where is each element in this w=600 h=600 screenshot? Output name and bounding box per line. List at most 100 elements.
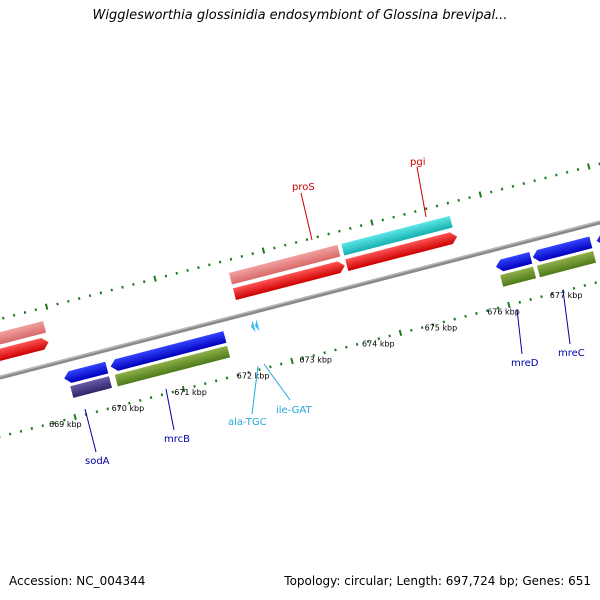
minor-tick xyxy=(446,201,450,205)
minor-tick xyxy=(138,398,142,402)
gene-feature-mrec-block[interactable] xyxy=(536,251,597,278)
trna-ile-gat[interactable] xyxy=(254,319,260,332)
minor-tick xyxy=(279,362,283,366)
gene-feature-pros[interactable] xyxy=(228,244,341,285)
minor-tick xyxy=(555,173,558,177)
major-tick xyxy=(44,303,49,310)
gene-feature-soda-block[interactable] xyxy=(70,376,113,398)
minor-tick xyxy=(334,348,337,352)
minor-tick xyxy=(316,235,320,239)
minor-tick xyxy=(327,232,330,236)
minor-tick xyxy=(110,288,113,292)
minor-tick xyxy=(355,342,359,346)
gene-feature-pgi[interactable] xyxy=(341,215,453,256)
minor-tick xyxy=(312,354,316,358)
minor-tick xyxy=(294,240,298,244)
tick-label: 673 kbp xyxy=(299,356,332,365)
trna-ala-tgc[interactable] xyxy=(250,320,256,333)
minor-tick xyxy=(34,308,38,312)
gene-label-pgi[interactable]: pgi xyxy=(410,157,425,168)
gene-feature-mrcb-block[interactable] xyxy=(114,345,231,387)
minor-tick xyxy=(576,168,580,171)
minor-tick xyxy=(8,432,12,436)
minor-tick xyxy=(251,252,254,256)
minor-tick xyxy=(117,404,120,408)
minor-tick xyxy=(2,316,5,320)
accession-text: Accession: NC_004344 xyxy=(9,574,146,588)
gene-feature-mrec[interactable] xyxy=(531,236,593,264)
minor-tick xyxy=(533,179,536,183)
minor-tick xyxy=(338,229,341,233)
minor-tick xyxy=(142,280,146,284)
minor-tick xyxy=(551,292,554,296)
minor-tick xyxy=(63,418,66,422)
gene-feature-mrcb[interactable] xyxy=(109,331,227,372)
minor-tick xyxy=(301,356,305,360)
minor-tick xyxy=(453,317,456,321)
tick-label: 669 kbp xyxy=(49,420,82,429)
minor-tick xyxy=(496,306,500,310)
minor-tick xyxy=(41,424,44,428)
minor-tick xyxy=(160,393,164,397)
minor-tick xyxy=(442,320,446,324)
major-tick xyxy=(261,247,266,254)
gene-feature-mred[interactable] xyxy=(494,252,533,273)
minor-tick xyxy=(518,300,522,304)
major-tick xyxy=(73,413,77,421)
gene-feature[interactable] xyxy=(0,336,50,370)
minor-tick xyxy=(323,351,326,355)
minor-tick xyxy=(204,382,207,386)
minor-tick xyxy=(12,313,16,317)
major-tick xyxy=(587,163,591,170)
minor-tick xyxy=(392,215,395,219)
gene-feature-pros-arrow[interactable] xyxy=(232,260,346,301)
minor-tick xyxy=(489,190,493,194)
major-tick xyxy=(290,357,294,365)
minor-tick xyxy=(121,285,124,289)
major-tick xyxy=(370,219,374,226)
minor-tick xyxy=(468,196,471,199)
gene-label-pros[interactable]: proS xyxy=(292,182,315,193)
minor-tick xyxy=(52,421,55,425)
minor-tick xyxy=(236,373,240,377)
tick-label: 670 kbp xyxy=(112,404,145,413)
minor-tick xyxy=(583,284,587,287)
minor-tick xyxy=(511,184,515,188)
minor-tick xyxy=(485,309,489,313)
gene-feature[interactable] xyxy=(595,210,600,246)
gene-label-ala-tgc[interactable]: ala-TGC xyxy=(228,417,267,428)
major-tick xyxy=(153,275,157,282)
minor-tick xyxy=(424,207,428,211)
gene-feature[interactable] xyxy=(0,320,47,355)
minor-tick xyxy=(388,334,391,338)
major-tick xyxy=(398,329,403,337)
major-tick xyxy=(181,385,186,393)
gene-feature-pgi-arrow[interactable] xyxy=(345,231,458,271)
minor-tick xyxy=(164,274,168,278)
minor-tick xyxy=(229,257,233,261)
minor-tick xyxy=(240,254,244,258)
gene-feature-soda[interactable] xyxy=(63,361,109,385)
gene-label-mrcb[interactable]: mrcB xyxy=(164,434,190,445)
gene-feature-mred-block[interactable] xyxy=(500,266,537,287)
gene-label-mred[interactable]: mreD xyxy=(511,358,539,369)
minor-tick xyxy=(305,238,309,242)
minor-tick xyxy=(0,435,1,439)
minor-tick xyxy=(19,429,23,433)
minor-tick xyxy=(23,311,27,314)
major-tick xyxy=(507,301,511,309)
gene-label-ile-gat[interactable]: ile-GAT xyxy=(276,405,312,416)
tick-label: 675 kbp xyxy=(425,323,458,332)
minor-tick xyxy=(414,210,417,214)
minor-tick xyxy=(186,268,189,272)
minor-tick xyxy=(435,204,439,208)
minor-tick xyxy=(197,266,200,270)
gene-label-soda[interactable]: sodA xyxy=(85,456,110,467)
minor-tick xyxy=(540,295,543,299)
minor-tick xyxy=(403,212,406,216)
minor-tick xyxy=(431,323,435,327)
minor-tick xyxy=(464,314,467,318)
minor-tick xyxy=(95,410,99,414)
reverse-genes xyxy=(63,210,600,398)
gene-label-mrec[interactable]: mreC xyxy=(558,348,585,359)
